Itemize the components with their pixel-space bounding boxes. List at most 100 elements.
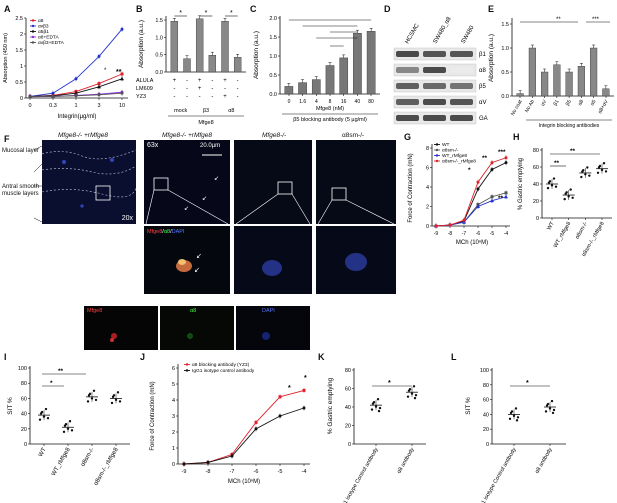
panel-h-point: [596, 171, 600, 174]
panel-j-ytick-label: 5: [172, 382, 175, 388]
panel-l-xtick-label: α8 antibody: [534, 447, 554, 475]
panel-a-chart: 0 0.5 1 1.5 2 2.5 0 0.3 1 3 10 Absorption (450 nm…: [3, 16, 128, 120]
panel-a-legend-marker: [31, 30, 35, 33]
panel-h-point: [580, 175, 583, 179]
panel-h-point: [554, 185, 558, 188]
panel-i-ytick-label: 100: [18, 366, 27, 372]
panel-b-row-value: +: [198, 78, 202, 84]
panel-e-ytick-label: 1.5: [501, 22, 509, 28]
panel-l-ytick-label: 0: [486, 442, 489, 448]
panel-a-xtick-label: 0: [28, 103, 31, 109]
panel-k-point: [376, 398, 380, 401]
panel-a-point: [97, 54, 101, 58]
svg-text:↙: ↙: [202, 196, 207, 202]
panel-h-point: [563, 197, 566, 201]
panel-f-channel-label-dapi: DAPI: [262, 308, 275, 314]
panel-c-ylabel: Absorption (a.u.): [253, 31, 260, 79]
panel-j-point: [182, 462, 186, 466]
panel-j-series-line: [183, 389, 305, 465]
panel-a-point: [120, 91, 124, 95]
panel-j-ytick-label: 2: [172, 430, 175, 436]
panel-e-bar: [565, 71, 573, 97]
panel-c-ytick-label: 2.0: [269, 16, 277, 22]
svg-text:↙: ↙: [196, 253, 202, 260]
panel-b-ylabel: Absorption (a.u.): [138, 20, 145, 68]
panel-g-point: [448, 223, 452, 227]
panel-g-ytick-label: 2: [426, 205, 429, 211]
panel-h-point: [586, 166, 589, 169]
panel-k-ytick-label: 40: [345, 405, 351, 411]
panel-b-row-value: -: [173, 86, 175, 92]
panel-c-xtick-label: 80: [368, 99, 374, 105]
panel-g-xlabel: MCh (10ⁿM): [456, 239, 488, 246]
panel-c-ytick-label: 1.0: [269, 54, 277, 60]
panel-a-legend-label: α8: [38, 18, 44, 24]
panel-e-ytick-label: 0.0: [501, 94, 509, 100]
panel-h-point: [602, 162, 606, 165]
panel-label-b: B: [136, 4, 143, 14]
panel-l-point: [514, 407, 518, 410]
panel-a-xtick-label: 10: [119, 103, 125, 109]
panel-b-row-value: -: [186, 78, 188, 84]
panel-i-ytick-label: 20: [21, 427, 27, 433]
panel-d-blot-band: [396, 99, 419, 105]
panel-g-point: [462, 218, 466, 222]
panel-h-point: [552, 177, 556, 180]
panel-l-point: [544, 410, 548, 413]
panel-e-xtick-label: No coat: [510, 98, 524, 116]
panel-c-ytick-label: 0.0: [269, 92, 277, 98]
panel-a-legend-label: ανβ3: [38, 24, 49, 30]
panel-a-ytick-label: 0: [20, 96, 23, 102]
panel-l-xtick-label: IgG1 isotype Control antibody: [476, 447, 518, 503]
panel-b-row-value: +: [198, 86, 202, 92]
panel-i-point: [94, 398, 98, 402]
panel-h-point: [547, 181, 551, 184]
panel-g-point: [490, 167, 494, 171]
panel-g-legend-marker: [435, 148, 439, 152]
panel-b-group-label: β3: [203, 108, 209, 114]
panel-l-ytick-label: 80: [483, 383, 489, 389]
panel-e-xtick-label: β1: [553, 99, 561, 107]
panel-a-legend-label: ανβ3+EDTA: [38, 40, 65, 46]
panel-c-bar: [339, 57, 349, 95]
panel-j-point: [302, 406, 306, 410]
panel-f-col-title-1: Mfge8-/- +rMfge8: [58, 132, 109, 139]
panel-a-point: [74, 94, 78, 98]
panel-d-row-label: α8: [479, 68, 486, 74]
panel-k-ytick-label: 20: [345, 424, 351, 430]
panel-c-xtick-label: 1.6: [299, 99, 306, 105]
panel-d-blot-band: [396, 67, 419, 73]
panel-a-sig-small: *: [104, 68, 107, 74]
panel-a-ytick-label: 1: [20, 64, 23, 70]
panel-i-point: [62, 430, 66, 434]
panel-h-ytick-label: 40: [533, 182, 539, 188]
svg-text:↙: ↙: [184, 206, 189, 212]
panel-d-row-label: β1: [479, 52, 486, 58]
panel-j-point: [278, 414, 282, 418]
panel-l-sig: *: [526, 380, 529, 387]
panel-g-series-line: [435, 157, 507, 227]
panel-e-ylabel: Absorption (a.u.): [488, 34, 495, 82]
panel-b-row-value: -: [211, 94, 213, 100]
panel-a-point: [97, 84, 101, 89]
panel-a-point: [28, 95, 32, 99]
panel-a-ytick-label: 0.5: [15, 80, 23, 86]
panel-label-d: D: [384, 4, 391, 14]
panel-c-xtick-label: 8: [329, 99, 332, 105]
panel-c-ytick-label: 1.5: [269, 35, 277, 41]
panel-e-sig1: **: [556, 17, 561, 23]
panel-label-k: K: [318, 352, 325, 362]
panel-l-point: [516, 416, 520, 419]
panel-g-sig1: **: [482, 155, 488, 162]
panel-a-point: [51, 91, 55, 95]
panel-e-chart: 0.0 0.5 1.0 1.5 ** *** Absorption (a.u.) No…: [488, 17, 614, 129]
panel-f-scale: 20.0µm: [200, 143, 221, 149]
panel-h-chart: 0 20 40 60 80 ** ** % Gastric emptying WTWT_…: [518, 148, 612, 258]
panel-g-sig3: *: [468, 167, 471, 174]
panel-i-xtick-label: WT_rMfge8: [51, 446, 72, 477]
panel-g-xtick-label: -6: [476, 231, 481, 237]
panel-i-point: [116, 391, 120, 394]
panel-b-bar: [208, 55, 217, 73]
panel-i-point: [38, 418, 42, 421]
panel-g-ytick-label: 4: [426, 185, 429, 191]
